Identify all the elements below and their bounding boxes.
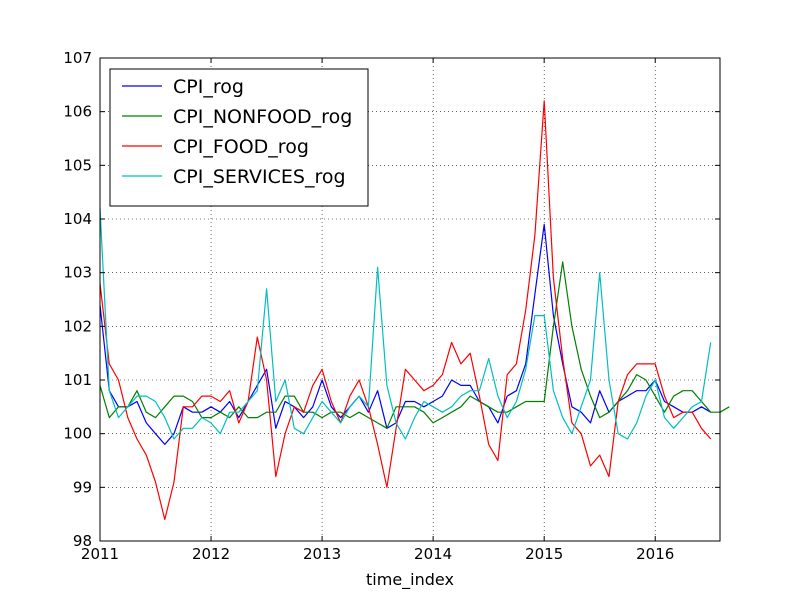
x-tick-label: 2012 [192,545,230,563]
x-tick-label: 2016 [636,545,674,563]
y-tick-label: 105 [63,156,92,174]
legend-label: CPI_rog [173,76,244,98]
x-tick-label: 2013 [303,545,341,563]
series-line-CPI_FOOD_rog [99,100,712,521]
legend-label: CPI_SERVICES_rog [173,166,346,188]
y-tick-label: 106 [63,103,92,121]
axis-ticks: 2011 2012 2013 2014 2015 2016 98 99 100 101 102 103… [63,49,720,563]
y-tick-label: 101 [63,371,92,389]
legend-label: CPI_FOOD_rog [173,136,309,158]
legend-label: CPI_NONFOOD_rog [173,106,352,128]
y-tick-label: 98 [73,532,92,550]
y-tick-label: 107 [63,49,92,67]
y-tick-label: 104 [63,210,92,228]
legend-box [109,68,369,207]
y-tick-label: 102 [63,317,92,335]
x-axis-label: time_index [366,570,454,590]
y-tick-label: 99 [73,478,92,496]
series-line-CPI_SERVICES_rog [99,208,712,440]
legend: CPI_rog CPI_NONFOOD_rog CPI_FOOD_rog CPI_SE… [109,68,369,207]
y-tick-label: 100 [63,425,92,443]
plot-area-frame [99,57,721,542]
series-line-CPI_NONFOOD_rog [99,261,730,429]
x-tick-label: 2014 [414,545,452,563]
y-tick-label: 103 [63,264,92,282]
series-line-CPI_rog [99,223,712,445]
x-tick-label: 2011 [81,545,119,563]
series-lines [99,100,730,521]
x-tick-label: 2015 [525,545,563,563]
